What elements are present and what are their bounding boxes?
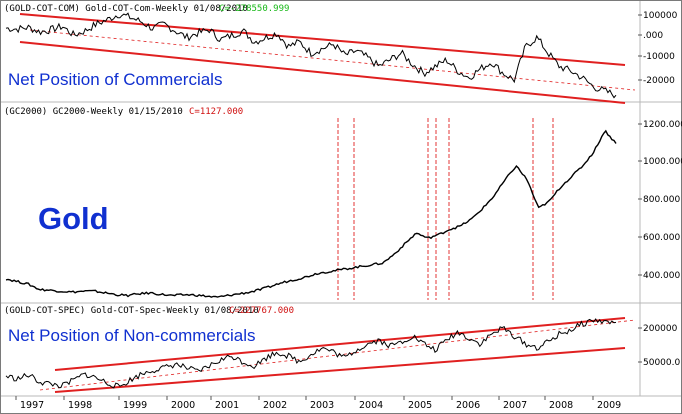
y-tick-label: 50000.0 xyxy=(643,358,680,368)
x-axis-years: 1997 1998 1999 2000 2001 2002 2003 2004 2005 2006… xyxy=(15,396,621,411)
year-label: 2001 xyxy=(215,400,239,411)
year-label: 2005 xyxy=(408,400,432,411)
year-label: 1999 xyxy=(123,400,147,411)
channel-mid-2 xyxy=(39,319,636,391)
year-label: 2006 xyxy=(456,400,480,411)
panel3-last-value: C=227767.000 xyxy=(229,306,294,316)
y-tick-label: -20000 xyxy=(643,76,675,86)
channel-lower-2 xyxy=(54,347,626,393)
panel2-header: (GC2000) GC2000-Weekly 01/15/2010 xyxy=(4,107,183,117)
year-label: 2007 xyxy=(503,400,527,411)
y-tick-label: .000 xyxy=(643,31,663,41)
series-layer xyxy=(5,12,617,389)
panel1-last-value: C=-278550.999 xyxy=(219,4,289,14)
y-tick-label: 600.000 xyxy=(643,233,680,243)
gold-label: Gold xyxy=(38,201,109,236)
y-tick-label: 1200.000 xyxy=(643,120,682,130)
commercials-label: Net Position of Commercials xyxy=(8,70,222,89)
year-label: 1998 xyxy=(68,400,92,411)
series-line-panel-2 xyxy=(5,129,617,298)
y-axis-ticks: 100000 .000 -10000 -20000 1200.000 1000.000 80… xyxy=(638,11,682,368)
year-label: 2002 xyxy=(263,400,287,411)
y-tick-label: 400.000 xyxy=(643,271,680,281)
y-tick-label: 200000 xyxy=(643,324,678,334)
year-label: 2008 xyxy=(549,400,573,411)
channel-lower-1 xyxy=(19,41,626,104)
year-label: 2003 xyxy=(310,400,334,411)
panel1-header: (GOLD-COT-COM) Gold-COT-Com-Weekly 01/08… xyxy=(4,4,248,14)
channel-upper-2 xyxy=(54,317,626,371)
panel2-last-value: C=1127.000 xyxy=(189,107,243,117)
y-tick-label: -10000 xyxy=(643,52,675,62)
vertical-markers xyxy=(337,118,554,300)
series-line-panel-3 xyxy=(5,318,617,389)
year-label: 1997 xyxy=(20,400,44,411)
year-label: 2000 xyxy=(171,400,195,411)
channel-mid-1 xyxy=(29,29,636,91)
non-commercials-label: Net Position of Non-commercials xyxy=(8,326,256,345)
y-tick-label: 800.000 xyxy=(643,195,680,205)
series-line-panel-1 xyxy=(5,12,617,99)
channel-upper-1 xyxy=(19,13,626,66)
year-label: 2004 xyxy=(359,400,383,411)
y-tick-label: 1000.000 xyxy=(643,157,682,167)
panel3-header: (GOLD-COT-SPEC) Gold-COT-Spec-Weekly 01/… xyxy=(4,306,259,316)
channel-lines xyxy=(19,13,636,393)
year-label: 2009 xyxy=(597,400,621,411)
y-tick-label: 100000 xyxy=(643,11,678,21)
